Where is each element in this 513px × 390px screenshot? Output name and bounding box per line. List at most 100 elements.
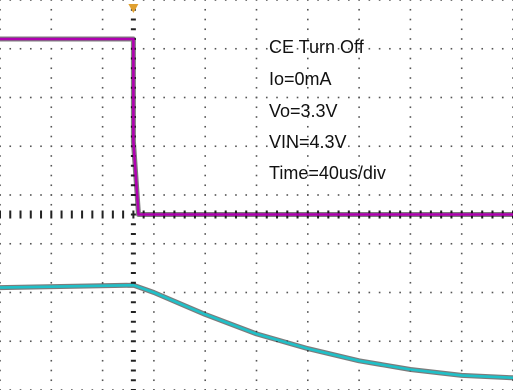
grid-dot-h — [450, 242, 453, 245]
grid-dot-h — [389, 96, 391, 99]
grid-dot-v — [101, 184, 104, 187]
grid-dot-h — [255, 47, 258, 50]
grid-dot-h — [173, 242, 176, 245]
grid-dot-h — [40, 242, 42, 245]
grid-dot-v — [153, 77, 155, 79]
grid-dot-v — [0, 67, 1, 70]
grid-dot-h — [71, 47, 73, 50]
grid-dot-v — [0, 311, 1, 313]
grid-dot-h — [91, 145, 94, 148]
grid-dot-h — [153, 47, 155, 50]
grid-dot-h — [101, 194, 104, 196]
grid-dot-v — [0, 301, 1, 304]
grid-dot-v — [50, 203, 53, 206]
grid-dot-h — [224, 96, 227, 99]
grid-dot-h — [296, 96, 299, 99]
grid-dot-h — [81, 242, 83, 245]
grid-dot-v — [153, 272, 155, 274]
grid-dot-h — [235, 145, 237, 148]
grid-dot-v — [307, 233, 309, 235]
center-axis-tick — [130, 301, 136, 304]
grid-dot-v — [153, 86, 155, 89]
grid-dot-h — [327, 0, 330, 1]
grid-dot-h — [214, 340, 217, 343]
grid-dot-h — [471, 242, 473, 245]
grid-dot-h — [450, 145, 453, 148]
grid-dot-v — [0, 369, 1, 372]
grid-dot-h — [276, 47, 278, 50]
grid-dot-v — [153, 320, 155, 323]
grid-dot-v — [0, 77, 1, 79]
grid-dot-h — [183, 145, 186, 148]
grid-dot-h — [224, 47, 227, 50]
trigger-marker — [128, 4, 139, 13]
grid-dot-v — [255, 125, 258, 128]
grid-dot-v — [153, 106, 155, 109]
grid-dot-h — [255, 194, 258, 196]
grid-dot-v — [153, 164, 155, 167]
grid-dot-v — [50, 311, 53, 313]
grid-dot-h — [491, 0, 494, 1]
grid-dot-h — [214, 242, 217, 245]
grid-dot-h — [419, 242, 422, 245]
grid-dot-h — [9, 96, 12, 99]
grid-dot-v — [409, 86, 412, 89]
grid-dot-v — [153, 67, 155, 70]
grid-dot-v — [50, 18, 53, 21]
grid-dot-v — [204, 116, 206, 118]
grid-dot-h — [173, 340, 176, 343]
grid-dot-v — [460, 359, 463, 362]
grid-dot-h — [9, 340, 12, 343]
grid-dot-h — [358, 194, 360, 196]
grid-dot-h — [450, 96, 453, 99]
grid-dot-v — [460, 86, 463, 89]
grid-dot-v — [358, 125, 360, 128]
grid-dot-h — [60, 96, 63, 99]
grid-dot-h — [337, 291, 340, 294]
grid-dot-v — [255, 272, 258, 274]
grid-dot-h — [122, 340, 124, 343]
grid-dot-v — [460, 203, 463, 206]
grid-dot-v — [101, 106, 104, 109]
grid-dot-h — [214, 0, 217, 1]
center-axis-tick — [130, 233, 136, 235]
grid-dot-h — [224, 291, 227, 294]
grid-dot-h — [265, 0, 268, 1]
grid-dot-v — [307, 320, 309, 323]
grid-dot-v — [153, 116, 155, 118]
grid-dot-v — [0, 233, 1, 235]
grid-dot-h — [348, 242, 350, 245]
grid-dot-v — [358, 203, 360, 206]
grid-dot-h — [235, 47, 237, 50]
grid-dot-v — [0, 350, 1, 352]
grid-dot-h — [214, 96, 217, 99]
grid-dot-h — [0, 47, 1, 50]
center-axis-tick — [130, 359, 136, 362]
grid-dot-v — [307, 155, 309, 157]
grid-dot-v — [153, 125, 155, 128]
grid-dot-h — [173, 291, 176, 294]
grid-dot-h — [224, 340, 227, 343]
grid-dot-v — [307, 272, 309, 274]
grid-dot-h — [419, 96, 422, 99]
grid-dot-h — [163, 242, 165, 245]
grid-dot-v — [0, 320, 1, 323]
grid-dot-v — [358, 164, 360, 167]
grid-dot-v — [255, 38, 258, 40]
grid-dot-v — [307, 67, 309, 70]
center-axis-tick — [29, 210, 32, 219]
grid-dot-h — [501, 145, 504, 148]
grid-dot-v — [50, 135, 53, 138]
center-axis-tick — [111, 210, 114, 219]
grid-dot-v — [307, 77, 309, 79]
grid-dot-h — [286, 291, 289, 294]
grid-dot-v — [358, 330, 360, 333]
grid-dot-h — [409, 47, 412, 50]
grid-dot-v — [101, 379, 104, 382]
grid-dot-h — [245, 0, 248, 1]
grid-dot-h — [337, 47, 340, 50]
grid-dot-h — [368, 0, 371, 1]
grid-dot-v — [50, 28, 53, 31]
grid-dot-h — [163, 340, 165, 343]
grid-dot-v — [255, 164, 258, 167]
